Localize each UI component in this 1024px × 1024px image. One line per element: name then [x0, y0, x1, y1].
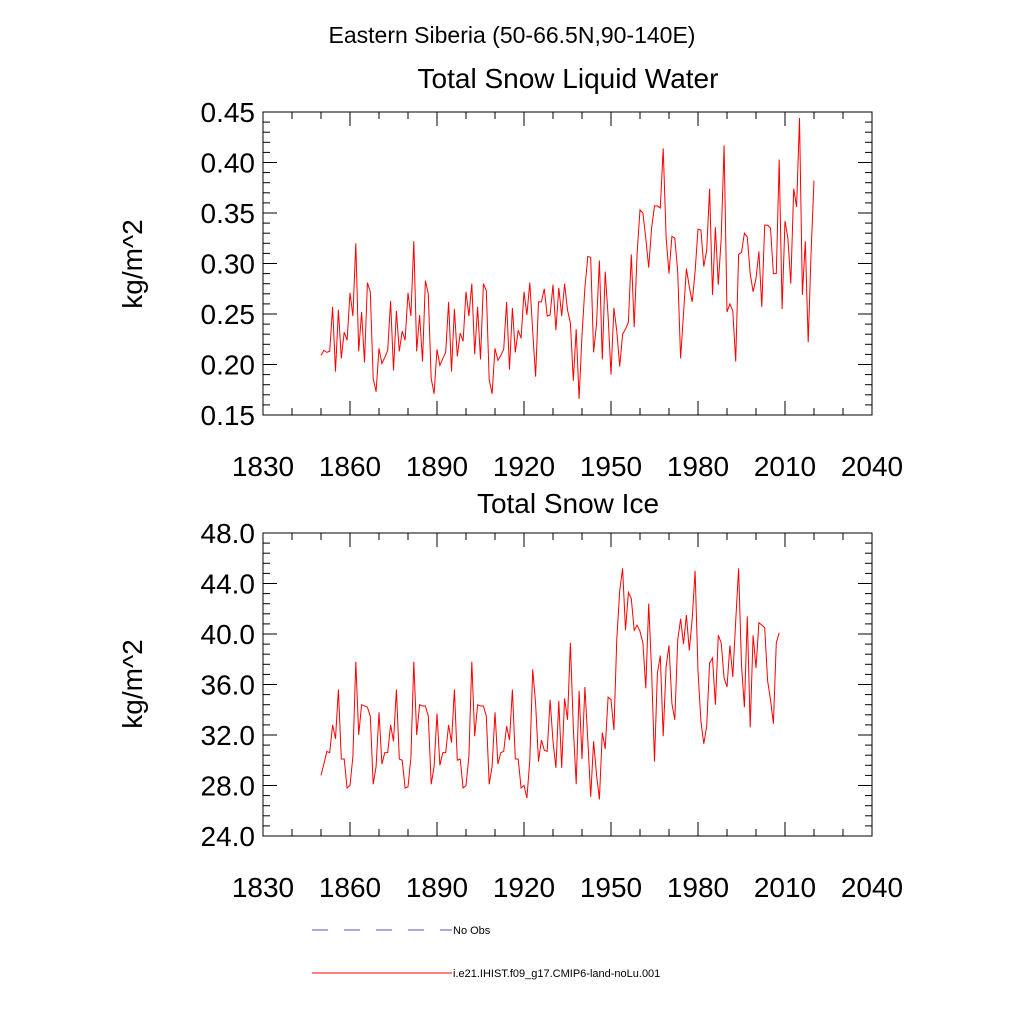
- series-line: [320, 568, 780, 800]
- x-tick-label: 1920: [493, 451, 555, 482]
- y-axis-label: kg/m^2: [117, 639, 148, 728]
- x-tick-label: 1890: [406, 872, 468, 903]
- y-tick-label: 0.35: [201, 198, 256, 229]
- plot-frame: [262, 111, 873, 416]
- y-tick-label: 32.0: [201, 720, 256, 751]
- y-tick-label: 0.20: [201, 350, 256, 381]
- x-tick-label: 1860: [319, 872, 381, 903]
- y-tick-label: 28.0: [201, 771, 256, 802]
- x-tick-label: 1980: [667, 872, 729, 903]
- plot-frame: [262, 532, 873, 837]
- x-tick-label: 2040: [841, 451, 903, 482]
- y-tick-label: 0.30: [201, 249, 256, 280]
- x-tick-label: 1980: [667, 451, 729, 482]
- x-tick-label: 1950: [580, 451, 642, 482]
- y-tick-label: 0.15: [201, 400, 256, 431]
- y-tick-label: 44.0: [201, 569, 256, 600]
- y-tick-label: 36.0: [201, 670, 256, 701]
- y-axis-label: kg/m^2: [117, 219, 148, 308]
- x-tick-label: 1890: [406, 451, 468, 482]
- legend-label-model: i.e21.IHIST.f09_g17.CMIP6-land-noLu.001: [453, 968, 660, 980]
- legend: No Obs i.e21.IHIST.f09_g17.CMIP6-land-no…: [312, 925, 660, 980]
- x-tick-label: 2010: [754, 451, 816, 482]
- x-tick-label: 2040: [841, 872, 903, 903]
- legend-label-no-obs: No Obs: [453, 925, 491, 937]
- x-tick-label: 1860: [319, 451, 381, 482]
- series-line: [320, 118, 815, 399]
- y-tick-label: 0.45: [201, 97, 256, 128]
- y-tick-label: 24.0: [201, 821, 256, 852]
- panel-snow-ice: Total Snow Ice kg/m^2 1830 1860 1890 1920 19…: [117, 488, 903, 903]
- panel-title: Total Snow Ice: [477, 488, 659, 519]
- y-tick-label: 0.40: [201, 148, 256, 179]
- x-tick-label: 1950: [580, 872, 642, 903]
- panel-title: Total Snow Liquid Water: [418, 63, 719, 94]
- y-tick-label: 48.0: [201, 518, 256, 549]
- x-tick-label: 2010: [754, 872, 816, 903]
- x-tick-label: 1830: [232, 451, 294, 482]
- x-tick-label: 1920: [493, 872, 555, 903]
- panel-snow-liquid-water: Total Snow Liquid Water kg/m^2 1830 1860 1…: [117, 63, 903, 482]
- y-tick-label: 0.25: [201, 299, 256, 330]
- x-tick-label: 1830: [232, 872, 294, 903]
- figure-title: Eastern Siberia (50-66.5N,90-140E): [329, 22, 696, 48]
- y-tick-label: 40.0: [201, 619, 256, 650]
